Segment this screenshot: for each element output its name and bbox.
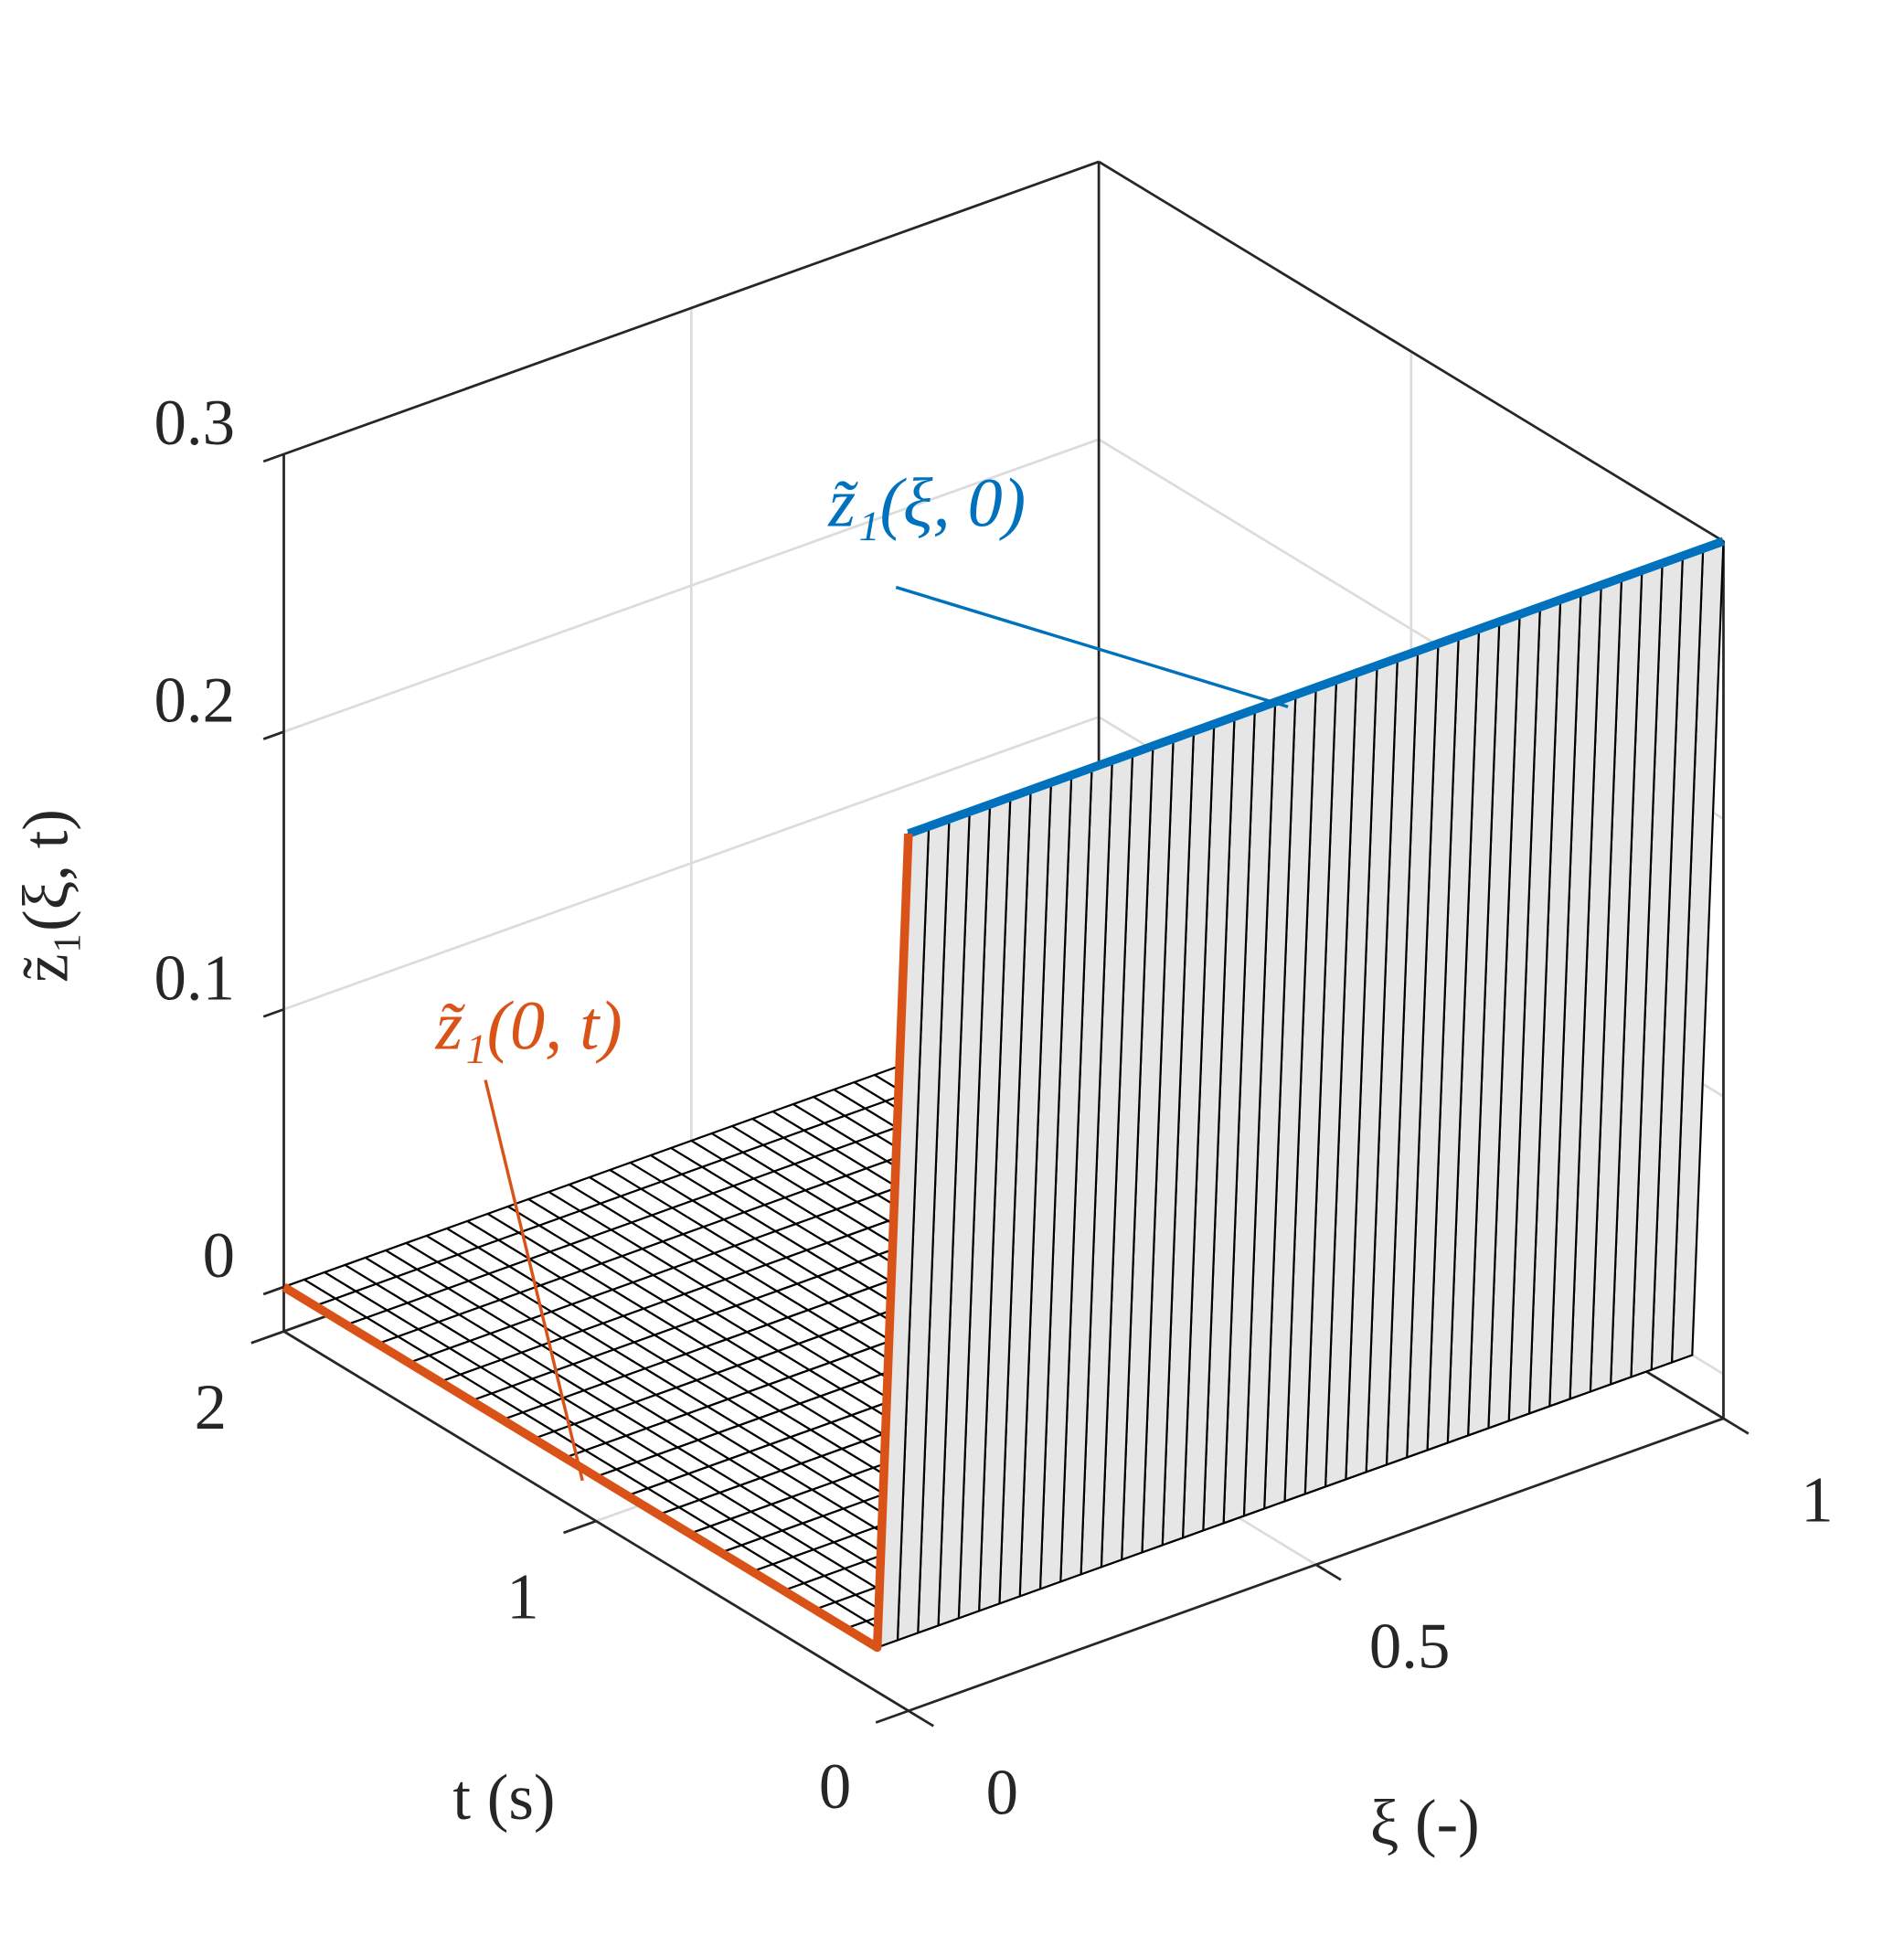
x-tick: [1722, 1417, 1750, 1435]
y-axis-label: t (s): [452, 1762, 555, 1834]
z-axis-label: z̃₁(ξ, t): [11, 809, 82, 983]
z-tick-label: 0.2: [154, 665, 235, 737]
z-tick-label: 0.3: [154, 388, 235, 459]
y-tick-label: 2: [195, 1372, 227, 1443]
x-tick-label: 1: [1801, 1464, 1833, 1536]
axis-box: [1098, 160, 1725, 543]
z-tick: [262, 730, 284, 740]
y-tick: [563, 1519, 597, 1535]
surface: [282, 537, 1726, 1653]
axis-box: [283, 160, 1100, 456]
annotation: z̃₁(0, t): [435, 987, 622, 1064]
z-tick: [262, 452, 284, 463]
x-axis-label: ξ (-): [1370, 1787, 1480, 1858]
highlight-line: [907, 537, 1726, 838]
z-tick-label: 0.1: [154, 942, 235, 1014]
x-tick: [1314, 1563, 1342, 1581]
y-tick-label: 0: [819, 1751, 851, 1823]
highlight-line: [282, 833, 913, 1653]
y-tick: [250, 1330, 284, 1345]
y-tick-label: 1: [506, 1561, 538, 1632]
y-tick: [875, 1709, 909, 1724]
z-tick: [262, 1285, 284, 1296]
z-tick: [262, 1007, 284, 1018]
leader-line: [484, 1079, 584, 1482]
x-tick-label: 0.5: [1369, 1611, 1450, 1682]
z-tick-label: 0: [203, 1220, 235, 1292]
axes-front: 0 0.1 0.2 0.3 0 0.5 1 0 1 2: [154, 388, 1834, 1828]
x-tick-label: 0: [986, 1757, 1018, 1828]
leader-line: [895, 585, 1289, 708]
x-tick: [908, 1709, 934, 1728]
annotation: z̃₁(ξ, 0): [827, 465, 1026, 542]
